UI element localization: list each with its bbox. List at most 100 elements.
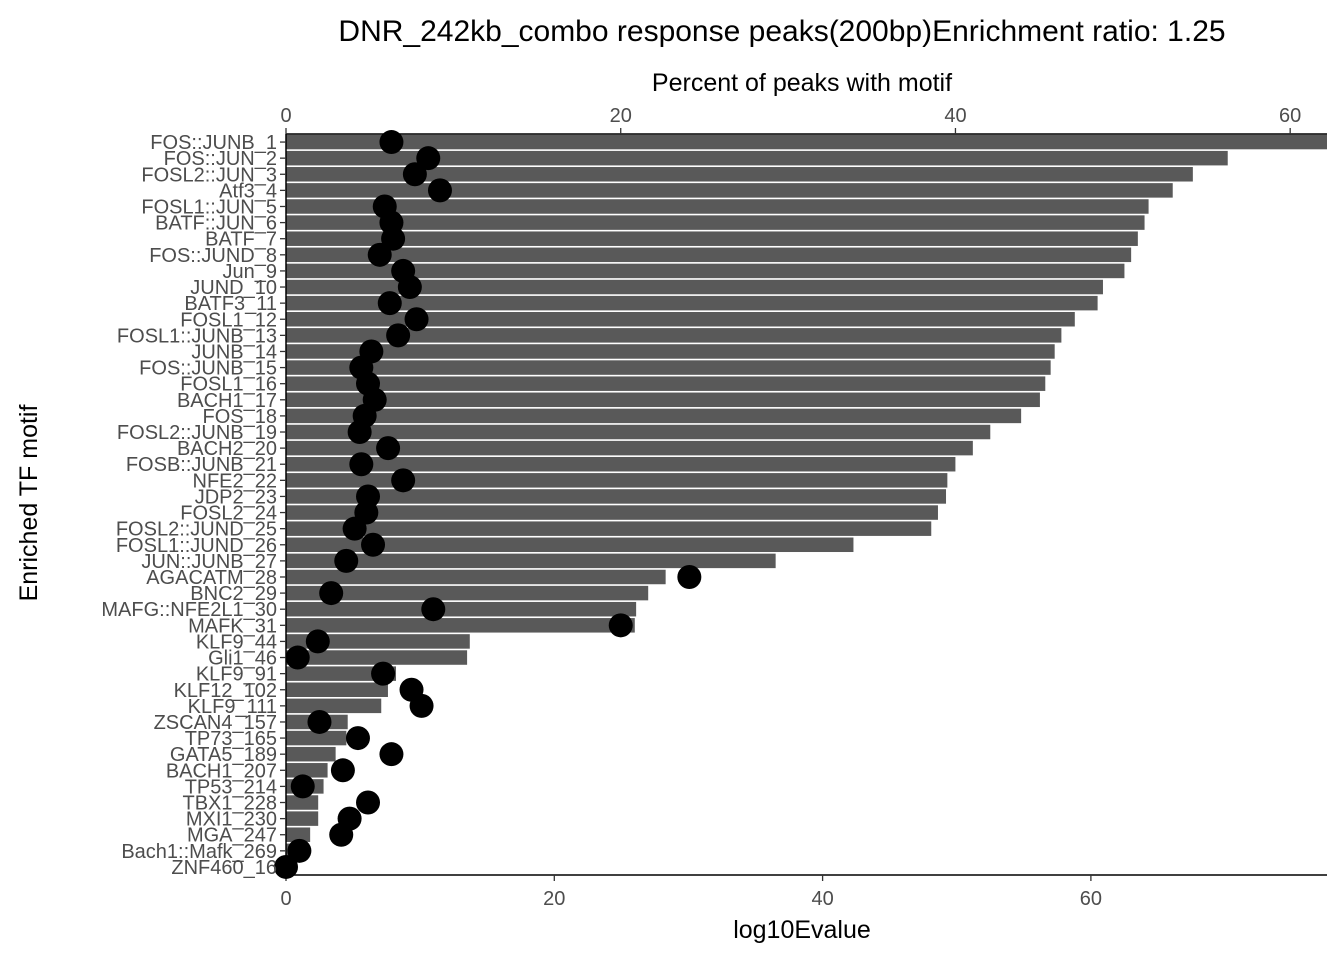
bar <box>286 827 311 842</box>
bottom-tick-label: 40 <box>811 888 833 910</box>
category-label: TP53_214 <box>185 776 277 798</box>
bar <box>286 199 1149 214</box>
bottom-tick-label: 20 <box>543 888 565 910</box>
category-label: BACH1_17 <box>177 390 277 412</box>
bar <box>286 811 319 826</box>
point <box>391 468 416 493</box>
bar <box>286 440 973 456</box>
point <box>371 661 396 686</box>
point <box>287 838 312 863</box>
point <box>409 693 434 718</box>
category-label: BNC2_29 <box>190 583 277 605</box>
bottom-axis-title: log10Evalue <box>733 916 871 944</box>
point <box>305 629 330 654</box>
bar <box>286 666 397 681</box>
bar <box>286 279 1103 295</box>
category-label: FOS::JUN_2 <box>164 148 277 170</box>
point <box>421 597 446 622</box>
bar <box>286 601 637 617</box>
bar <box>286 618 635 633</box>
category-label: KLF9_44 <box>196 631 277 653</box>
point <box>345 726 370 751</box>
bar <box>286 795 319 810</box>
bar <box>286 650 468 665</box>
category-label: FOS::JUNB_15 <box>139 358 277 380</box>
bars-layer <box>286 134 1327 875</box>
category-label: Jun_9 <box>223 261 278 283</box>
category-label: GATA5_189 <box>170 744 277 766</box>
category-label: JUN::JUNB_27 <box>141 551 277 573</box>
point <box>347 420 372 445</box>
point <box>334 548 359 573</box>
y-axis-title: Enriched TF motif <box>15 405 43 602</box>
point <box>356 790 381 815</box>
point <box>427 178 452 203</box>
category-label: BATF3_11 <box>184 293 277 315</box>
bar <box>286 263 1125 279</box>
category-label: ZSCAN4_157 <box>154 712 277 734</box>
category-label: BATF::JUN_6 <box>155 213 277 235</box>
top-tick-label: 0 <box>280 105 291 127</box>
bottom-tick-label: 0 <box>280 888 291 910</box>
bar <box>286 150 1228 166</box>
bottom-tick-label: 60 <box>1080 888 1102 910</box>
category-label: MAFK_31 <box>188 615 277 637</box>
top-tick-label: 40 <box>944 105 966 127</box>
category-label: JDP2_23 <box>195 486 277 508</box>
point <box>319 581 344 606</box>
point <box>349 452 374 477</box>
category-label: Atf3_4 <box>219 180 277 202</box>
category-label: AGACATM_28 <box>146 567 277 589</box>
category-label: BACH1_207 <box>166 760 277 782</box>
bar <box>286 730 347 746</box>
category-label: ZNF460_16 <box>171 857 277 879</box>
category-label: BATF_7 <box>205 229 277 251</box>
bar <box>286 682 388 697</box>
chart-title: DNR_242kb_combo response peaks(200bp)Enr… <box>338 15 1225 48</box>
bar <box>286 763 328 778</box>
category-label: FOSL1::JUNB_13 <box>117 325 277 347</box>
category-label: NFE2_22 <box>193 470 278 492</box>
point <box>329 822 354 847</box>
category-label: FOSL1_16 <box>180 374 277 396</box>
points-layer <box>274 130 702 879</box>
category-label: BACH2_20 <box>177 438 277 460</box>
category-label: FOS::JUND_8 <box>149 245 277 267</box>
bar <box>286 505 938 520</box>
top-tick-label: 20 <box>610 105 632 127</box>
top-tick-label: 60 <box>1279 105 1301 127</box>
bar <box>286 473 948 488</box>
point <box>608 613 633 638</box>
category-label: MAFG::NFE2L1_30 <box>101 599 277 621</box>
labels-layer: 0 20 40 600 20 40 60FOS::JUNB_1FOS::JUN_2FOSL2… <box>101 105 1301 910</box>
category-label: Gli1_46 <box>208 648 277 670</box>
category-label: KLF9_111 <box>188 696 277 718</box>
bar <box>286 553 776 569</box>
point <box>379 130 404 155</box>
point <box>342 516 367 541</box>
bar <box>286 698 382 714</box>
category-label: JUNB_14 <box>191 341 277 363</box>
point <box>367 242 392 267</box>
bar <box>286 456 956 472</box>
category-label: FOS::JUNB_1 <box>150 132 277 154</box>
bar <box>286 408 1022 424</box>
category-label: FOS_18 <box>203 406 277 428</box>
point <box>290 774 315 799</box>
bar <box>286 424 991 440</box>
point <box>677 564 702 589</box>
bar <box>286 247 1132 263</box>
bar <box>286 215 1145 230</box>
category-label: KLF12_102 <box>174 680 277 702</box>
point <box>376 436 401 461</box>
category-label: FOSL2::JUND_25 <box>116 519 277 541</box>
top-axis-title: Percent of peaks with motif <box>652 69 952 97</box>
point <box>361 532 386 557</box>
bar <box>286 585 649 601</box>
bar <box>286 634 470 649</box>
point <box>377 291 402 316</box>
bar <box>286 521 932 536</box>
category-label: FOSL1_12 <box>180 309 277 331</box>
bar <box>286 328 1062 343</box>
